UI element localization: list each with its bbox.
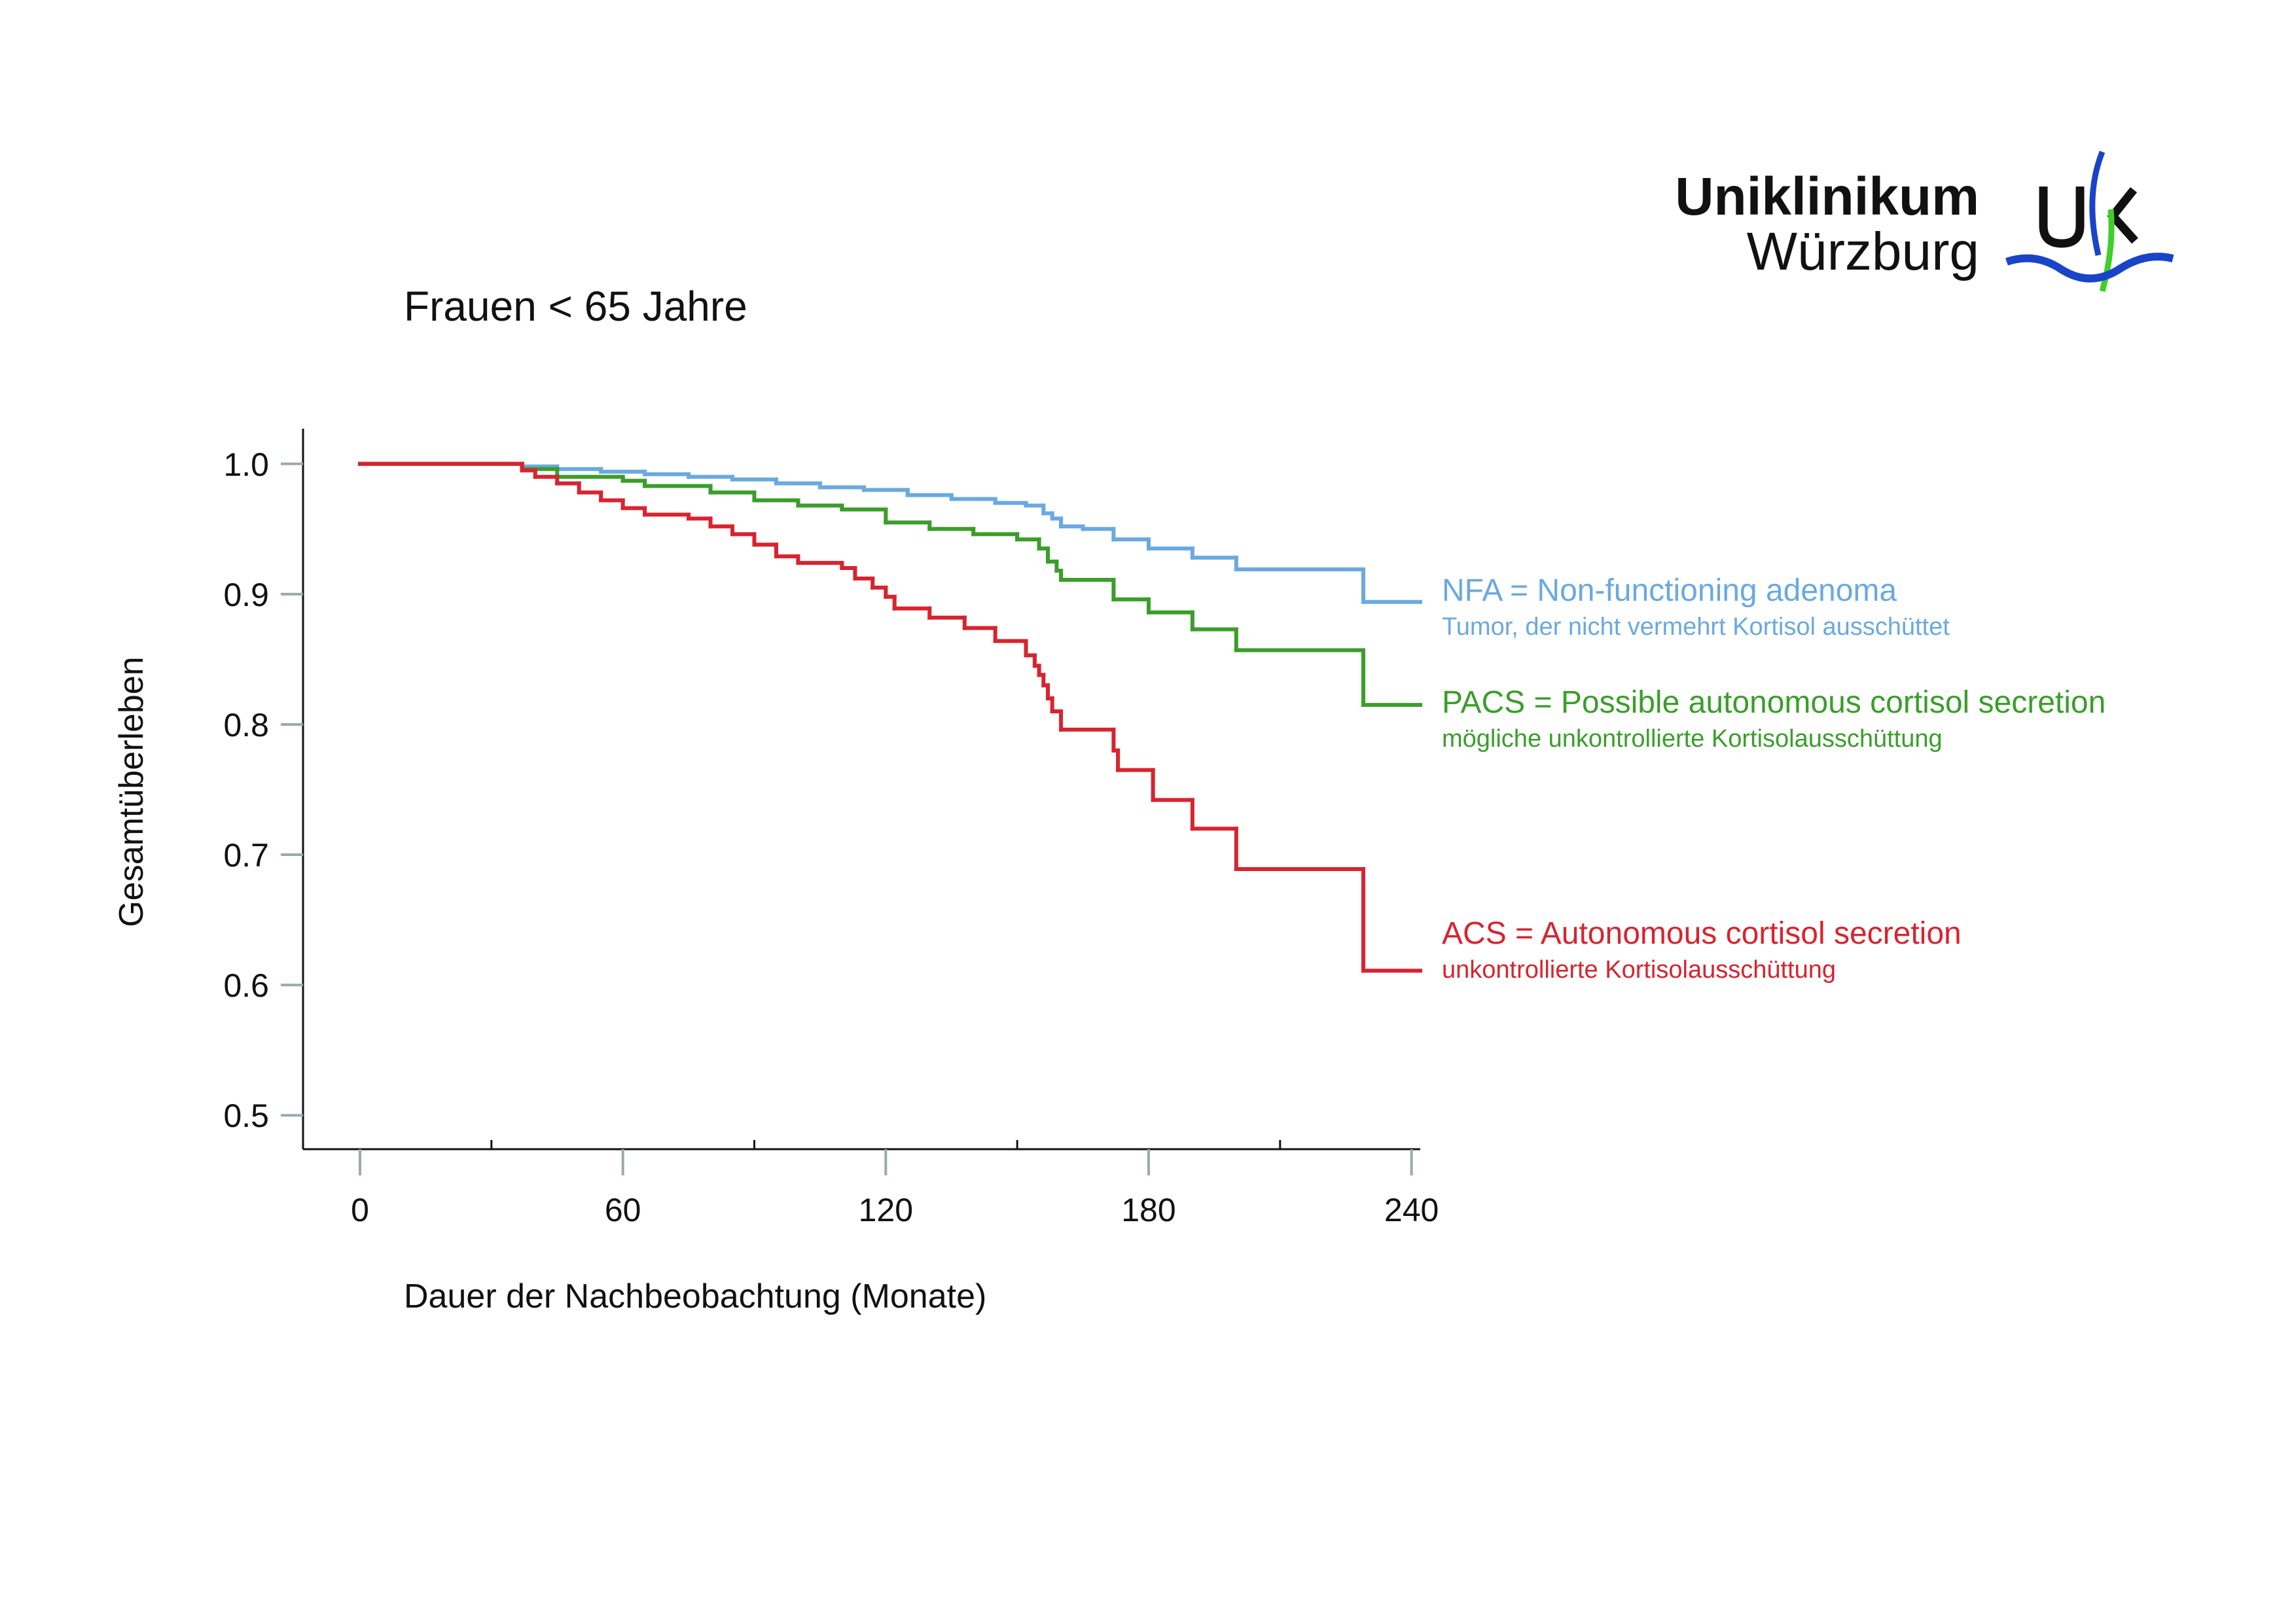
y-axis-label: Gesamtüberleben (113, 656, 151, 927)
y-tick-label: 1.0 (223, 446, 269, 483)
legend-description: mögliche unkontrollierte Kortisolausschü… (1442, 725, 1943, 753)
x-tick-label: 240 (1384, 1192, 1439, 1228)
x-tick-label: 120 (859, 1192, 913, 1228)
x-tick-label: 60 (605, 1192, 641, 1228)
chart-title: Frauen < 65 Jahre (404, 283, 747, 330)
y-tick-label: 0.9 (223, 577, 269, 613)
y-tick-label: 0.6 (223, 967, 269, 1004)
legend-description: Tumor, der nicht vermehrt Kortisol aussc… (1442, 613, 1950, 641)
legend-label: ACS = Autonomous cortisol secretion (1442, 916, 1962, 951)
logo-line1: Uniklinikum (1675, 167, 1979, 226)
y-tick-label: 0.8 (223, 707, 269, 743)
logo-line2: Würzburg (1747, 222, 1979, 281)
x-tick-label: 180 (1121, 1192, 1175, 1228)
logo-mark (2005, 151, 2174, 293)
legend-label: PACS = Possible autonomous cortisol secr… (1442, 685, 2106, 720)
x-axis-label: Dauer der Nachbeobachtung (Monate) (404, 1277, 986, 1315)
legend-description: unkontrollierte Kortisolausschüttung (1442, 956, 1836, 984)
legend-label: NFA = Non-functioning adenoma (1442, 573, 1897, 608)
y-tick-label: 0.5 (223, 1097, 269, 1134)
x-tick-label: 0 (351, 1192, 369, 1228)
y-tick-label: 0.7 (223, 837, 269, 874)
